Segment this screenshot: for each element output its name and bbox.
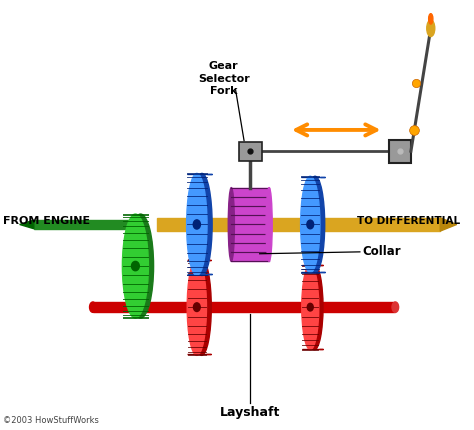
Ellipse shape	[128, 214, 154, 318]
FancyBboxPatch shape	[389, 140, 411, 163]
Ellipse shape	[428, 14, 433, 24]
Bar	[156, 218, 440, 230]
Text: FROM ENGINE: FROM ENGINE	[3, 216, 90, 226]
Ellipse shape	[305, 176, 325, 273]
Ellipse shape	[307, 220, 314, 229]
Ellipse shape	[193, 303, 200, 311]
Ellipse shape	[392, 302, 399, 312]
Ellipse shape	[306, 264, 323, 350]
Ellipse shape	[228, 187, 235, 261]
Ellipse shape	[187, 259, 207, 355]
Ellipse shape	[131, 261, 139, 271]
Polygon shape	[440, 218, 457, 231]
Text: TO DIFFERENTIAL: TO DIFFERENTIAL	[357, 216, 460, 226]
Ellipse shape	[191, 173, 212, 276]
Text: ©2003 HowStuffWorks: ©2003 HowStuffWorks	[3, 416, 99, 425]
Bar	[34, 220, 143, 229]
Ellipse shape	[187, 173, 207, 276]
Ellipse shape	[192, 259, 211, 355]
Text: Collar: Collar	[362, 246, 401, 258]
Ellipse shape	[302, 264, 319, 350]
Bar	[93, 302, 395, 312]
Ellipse shape	[193, 220, 201, 229]
Bar	[231, 187, 269, 261]
Ellipse shape	[266, 187, 272, 261]
FancyBboxPatch shape	[239, 142, 262, 161]
Ellipse shape	[301, 176, 320, 273]
Polygon shape	[19, 220, 34, 229]
Text: Gear
Selector
Fork: Gear Selector Fork	[198, 61, 250, 96]
Ellipse shape	[307, 303, 313, 311]
Ellipse shape	[427, 20, 435, 37]
Ellipse shape	[90, 302, 96, 312]
Text: Layshaft: Layshaft	[220, 406, 281, 419]
Ellipse shape	[122, 214, 148, 318]
